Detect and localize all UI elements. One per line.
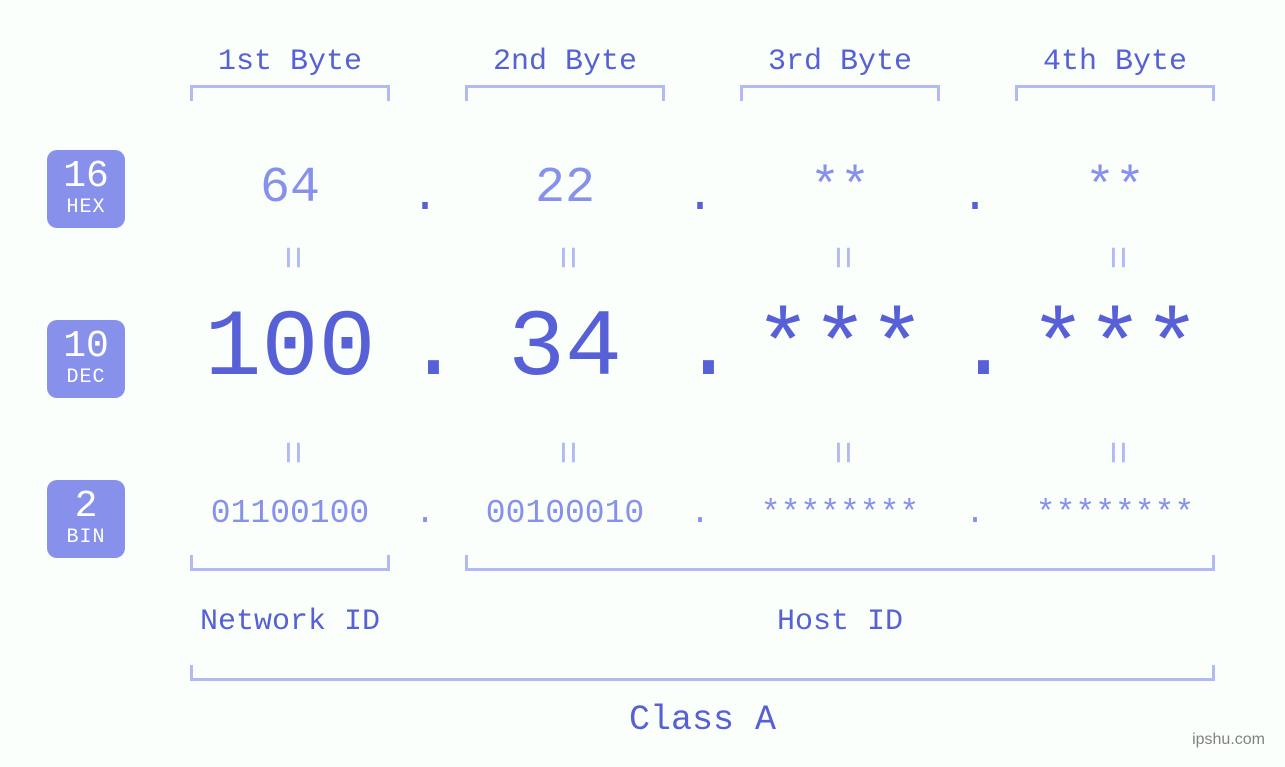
byte-bracket-top-2 — [465, 85, 665, 101]
byte-header-2: 2nd Byte — [450, 45, 680, 79]
hex-byte-3: ** — [725, 160, 955, 217]
dec-byte-3: *** — [725, 295, 955, 403]
byte-header-1: 1st Byte — [175, 45, 405, 79]
watermark: ipshu.com — [1192, 731, 1265, 749]
byte-bracket-top-1 — [190, 85, 390, 101]
badge-hex: 16HEX — [47, 150, 125, 228]
hex-dot-1: . — [405, 170, 445, 224]
bin-dot-1: . — [405, 495, 445, 532]
bin-dot-2: . — [680, 495, 720, 532]
network-id-bracket — [190, 555, 390, 571]
hex-dot-2: . — [680, 170, 720, 224]
equals-2-1: = — [268, 440, 313, 464]
badge-hex-lbl: HEX — [47, 198, 125, 218]
hex-dot-3: . — [955, 170, 995, 224]
dec-dot-3: . — [955, 295, 995, 403]
badge-bin-lbl: BIN — [47, 528, 125, 548]
equals-2-4: = — [1093, 440, 1138, 464]
badge-bin-num: 2 — [47, 488, 125, 526]
badge-dec: 10DEC — [47, 320, 125, 398]
equals-1-1: = — [268, 245, 313, 269]
dec-byte-1: 100 — [175, 295, 405, 403]
bin-byte-2: 00100010 — [450, 495, 680, 532]
dec-byte-4: *** — [1000, 295, 1230, 403]
equals-2-3: = — [818, 440, 863, 464]
badge-dec-num: 10 — [47, 328, 125, 366]
dec-dot-1: . — [405, 295, 445, 403]
class-label: Class A — [175, 700, 1230, 740]
byte-bracket-top-3 — [740, 85, 940, 101]
class-bracket — [190, 665, 1215, 681]
bin-byte-1: 01100100 — [175, 495, 405, 532]
badge-bin: 2BIN — [47, 480, 125, 558]
hex-byte-1: 64 — [175, 160, 405, 217]
hex-byte-4: ** — [1000, 160, 1230, 217]
bin-byte-3: ******** — [725, 495, 955, 532]
host-id-bracket — [465, 555, 1215, 571]
dec-byte-2: 34 — [450, 295, 680, 403]
byte-header-4: 4th Byte — [1000, 45, 1230, 79]
hex-byte-2: 22 — [450, 160, 680, 217]
byte-bracket-top-4 — [1015, 85, 1215, 101]
byte-header-3: 3rd Byte — [725, 45, 955, 79]
bin-byte-4: ******** — [1000, 495, 1230, 532]
badge-dec-lbl: DEC — [47, 368, 125, 388]
badge-hex-num: 16 — [47, 158, 125, 196]
dec-dot-2: . — [680, 295, 720, 403]
bin-dot-3: . — [955, 495, 995, 532]
equals-1-2: = — [543, 245, 588, 269]
equals-1-4: = — [1093, 245, 1138, 269]
host-id-label: Host ID — [450, 605, 1230, 639]
network-id-label: Network ID — [175, 605, 405, 639]
equals-1-3: = — [818, 245, 863, 269]
equals-2-2: = — [543, 440, 588, 464]
